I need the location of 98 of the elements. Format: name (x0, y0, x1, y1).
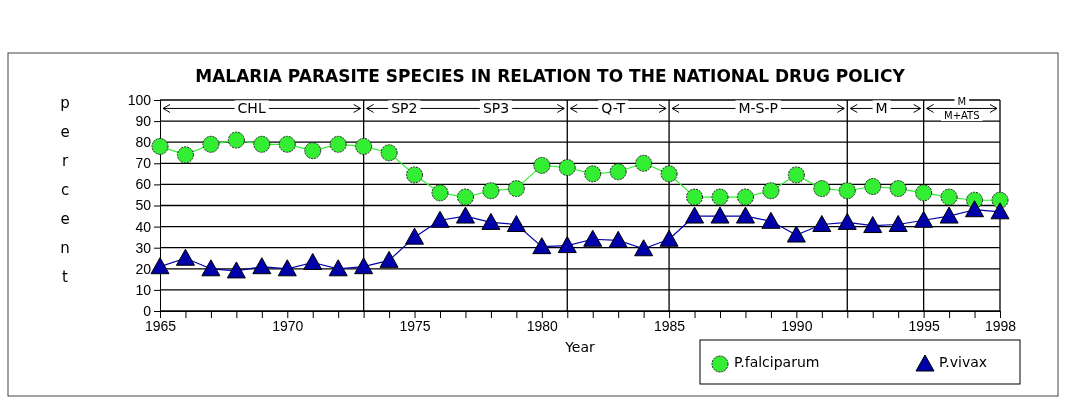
point (863, 216, 883, 234)
x-axis-title: Year (564, 339, 596, 355)
point (227, 131, 245, 149)
y-tick-label: 40 (135, 218, 152, 235)
point (506, 214, 526, 232)
point (226, 261, 246, 279)
x-tick-label: 1970 (272, 317, 304, 334)
point (761, 211, 781, 229)
point (430, 210, 450, 228)
point (736, 188, 754, 206)
point (889, 180, 907, 198)
point (431, 184, 449, 202)
point (864, 178, 882, 196)
point (583, 229, 603, 247)
y-tick-label: 20 (135, 260, 152, 277)
point (711, 188, 729, 206)
y-tick-label: 90 (135, 113, 152, 130)
y-tick-label: 60 (135, 176, 152, 193)
y-tick-label: 0 (143, 302, 152, 319)
x-tick-label: 1998 (984, 317, 1017, 334)
point (328, 259, 348, 277)
point (888, 214, 908, 232)
chart-title: MALARIA PARASITE SPECIES IN RELATION TO THE NATIONAL DRUG POLICY (195, 66, 906, 86)
x-tick-label: 1980 (526, 317, 559, 334)
point (202, 135, 220, 153)
annotation: M (875, 100, 888, 117)
point (481, 212, 501, 230)
point (557, 236, 577, 254)
point (837, 212, 857, 230)
point (608, 230, 628, 248)
point (685, 206, 705, 224)
point (253, 135, 271, 153)
annotation: SP2 (391, 100, 418, 117)
point (735, 206, 755, 224)
point (201, 259, 221, 277)
point (812, 214, 832, 232)
point (939, 206, 959, 224)
point (176, 146, 194, 164)
annotation: CHL (237, 100, 266, 117)
x-tick-label: 1990 (781, 317, 813, 334)
y-tick-label: 100 (127, 91, 152, 108)
point (914, 210, 934, 228)
point (915, 184, 933, 202)
point (813, 180, 831, 198)
point (379, 250, 399, 268)
y-tick-label: 30 (135, 239, 152, 256)
point (354, 257, 374, 275)
annotation: Q-T (601, 100, 626, 117)
y-tick-label: 10 (135, 281, 152, 298)
point (609, 163, 627, 181)
x-tick-label: 1995 (908, 317, 940, 334)
point (278, 135, 296, 153)
point (634, 239, 654, 257)
point (965, 200, 985, 218)
annotation: SP3 (482, 100, 510, 117)
legend-label: P.falciparum (734, 353, 820, 370)
point (940, 188, 958, 206)
point (150, 257, 170, 275)
point (406, 166, 424, 184)
point (455, 206, 475, 224)
y-axis-title: percent (60, 94, 70, 286)
point (838, 182, 856, 200)
point (277, 259, 297, 277)
annotation: M-S-P (738, 100, 778, 117)
annotation: M+ATS (944, 109, 980, 121)
point (380, 144, 398, 162)
point (762, 182, 780, 200)
point (405, 227, 425, 245)
point (303, 252, 323, 270)
point (990, 202, 1010, 220)
point (787, 166, 805, 184)
point (482, 182, 500, 200)
point (355, 137, 373, 155)
point (252, 257, 272, 275)
x-tick-label: 1985 (654, 317, 686, 334)
point (175, 248, 195, 266)
point (532, 237, 552, 255)
point (304, 142, 322, 160)
point (329, 135, 347, 153)
x-tick-label: 1965 (144, 317, 177, 334)
point (635, 154, 653, 172)
point (786, 225, 806, 243)
point (686, 188, 704, 206)
annotation: M (957, 95, 967, 107)
point (659, 229, 679, 247)
y-tick-label: 70 (135, 155, 152, 172)
point (710, 206, 730, 224)
point (558, 159, 576, 177)
point (533, 156, 551, 174)
point (584, 165, 602, 183)
point (660, 165, 678, 183)
point (151, 137, 169, 155)
y-tick-label: 80 (135, 134, 152, 151)
point (456, 188, 474, 206)
point (507, 180, 525, 198)
x-tick-label: 1975 (399, 317, 431, 334)
legend-label: P.vivax (939, 353, 988, 370)
y-tick-label: 50 (135, 197, 152, 214)
